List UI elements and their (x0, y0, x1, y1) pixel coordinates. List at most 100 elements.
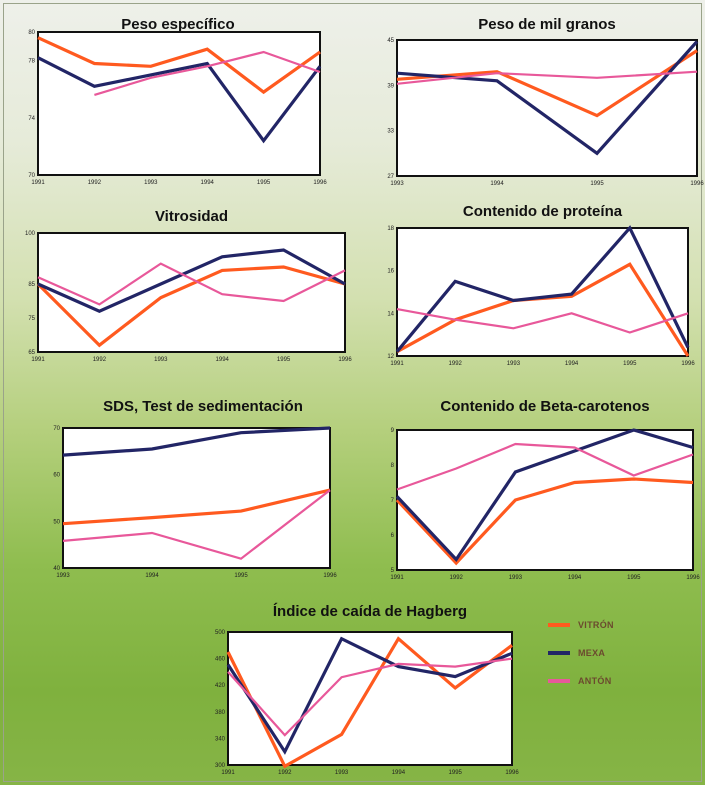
indice-caida-hagberg-ytick: 420 (215, 683, 226, 689)
peso-mil-granos-series-mexa (396, 40, 699, 156)
legend-item-vitron: VITRÓN (548, 618, 614, 632)
beta-carotenos-series-anton (396, 442, 694, 491)
sds-sedimentacion-title: SDS, Test de sedimentación (103, 398, 303, 415)
indice-caida-hagberg-plot: 1991 1992 1993 1994 1995 1996 300 340 380 420 460 5… (215, 630, 519, 776)
vitrosidad-xtick: 1993 (154, 357, 168, 363)
peso-especifico-series-anton (94, 50, 321, 96)
peso-mil-granos-plot-area (396, 39, 698, 177)
contenido-proteina-ytick: 14 (387, 311, 394, 317)
indice-caida-hagberg-xtick: 1996 (505, 770, 519, 776)
sds-sedimentacion-ytick: 50 (53, 519, 60, 525)
peso-especifico-ytick: 78 (28, 59, 35, 65)
vitrosidad-xtick: 1996 (338, 357, 352, 363)
peso-mil-granos-xtick: 1993 (390, 181, 404, 187)
beta-carotenos-ytick: 6 (391, 533, 395, 539)
vitrosidad-xtick: 1995 (277, 357, 291, 363)
peso-especifico-series-mexa (37, 56, 322, 144)
contenido-proteina-series-mexa (395, 225, 690, 353)
sds-sedimentacion-plot: 1993 1994 1995 1996 40 50 60 70 (53, 426, 337, 579)
contenido-proteina-xtick: 1992 (449, 361, 463, 367)
peso-mil-granos-plot: 1993 1994 1995 1996 27 33 39 45 (387, 38, 704, 187)
contenido-proteina-plot-area (396, 227, 689, 357)
peso-mil-granos-ytick: 39 (387, 83, 394, 89)
peso-mil-granos-ytick: 33 (387, 129, 394, 135)
sds-sedimentacion-ytick: 40 (53, 566, 60, 572)
peso-especifico-xtick: 1995 (257, 180, 271, 186)
legend-label-mexa: MEXA (578, 648, 606, 658)
page-frame (3, 3, 702, 782)
sds-sedimentacion-xtick: 1993 (56, 573, 70, 579)
contenido-proteina-xtick: 1991 (390, 361, 404, 367)
contenido-proteina-xtick: 1995 (623, 361, 637, 367)
contenido-proteina-xtick: 1993 (507, 361, 521, 367)
vitrosidad-xtick: 1991 (31, 357, 45, 363)
contenido-proteina-ytick: 12 (387, 354, 394, 360)
sds-sedimentacion-series-mexa (62, 426, 331, 457)
beta-carotenos-xtick: 1992 (450, 575, 464, 581)
indice-caida-hagberg-xtick: 1993 (335, 770, 349, 776)
peso-especifico-xtick: 1993 (144, 180, 158, 186)
beta-carotenos-xtick: 1993 (509, 575, 523, 581)
contenido-proteina-title: Contenido de proteína (462, 203, 623, 220)
contenido-proteina-xtick: 1996 (681, 361, 695, 367)
beta-carotenos-xtick: 1991 (390, 575, 404, 581)
sds-sedimentacion-xtick: 1995 (234, 573, 248, 579)
vitrosidad-xtick: 1992 (93, 357, 107, 363)
peso-especifico-xtick: 1992 (88, 180, 102, 186)
beta-carotenos-xtick: 1995 (627, 575, 641, 581)
indice-caida-hagberg-xtick: 1994 (392, 770, 406, 776)
contenido-proteina-plot: 1991 1992 1993 1994 1995 1996 12 14 16 18 (387, 225, 695, 367)
legend-item-mexa: MEXA (548, 646, 614, 660)
vitrosidad-series-anton (37, 262, 346, 306)
peso-especifico-series-vitron (37, 36, 321, 95)
indice-caida-hagberg-ytick: 340 (215, 736, 226, 742)
contenido-proteina-xtick: 1994 (565, 361, 579, 367)
indice-caida-hagberg-xtick: 1992 (278, 770, 292, 776)
sds-sedimentacion-xtick: 1994 (145, 573, 159, 579)
contenido-proteina-ytick: 18 (387, 226, 394, 232)
beta-carotenos-plot: 1991 1992 1993 1994 1995 1996 5 6 7 8 9 (390, 428, 700, 581)
indice-caida-hagberg-series-vitron (226, 636, 513, 769)
beta-carotenos-ytick: 5 (391, 568, 395, 574)
peso-especifico-ytick: 74 (28, 116, 35, 122)
beta-carotenos-ytick: 8 (391, 463, 395, 469)
indice-caida-hagberg-ytick: 380 (215, 710, 226, 716)
vitrosidad-ytick: 85 (28, 282, 35, 288)
peso-mil-granos-xtick: 1996 (690, 181, 704, 187)
indice-caida-hagberg-series-anton (227, 657, 513, 737)
vitrosidad-plot-area (37, 232, 346, 353)
indice-caida-hagberg-series-mexa (226, 636, 513, 755)
sds-sedimentacion-series-vitron (62, 488, 331, 526)
peso-especifico-title: Peso específico (121, 16, 235, 33)
beta-carotenos-ytick: 9 (391, 428, 395, 434)
indice-caida-hagberg-ytick: 300 (215, 763, 226, 769)
contenido-proteina-ytick: 16 (387, 269, 394, 275)
peso-mil-granos-xtick: 1995 (590, 181, 604, 187)
peso-especifico-ytick: 70 (28, 173, 35, 179)
beta-carotenos-xtick: 1996 (686, 575, 700, 581)
legend-item-anton: ANTÓN (548, 674, 614, 688)
vitrosidad-title: Vitrosidad (154, 208, 229, 225)
legend-swatch-anton (548, 679, 570, 683)
indice-caida-hagberg-title: Índice de caída de Hagberg (272, 603, 468, 620)
vitrosidad-ytick: 65 (28, 350, 35, 356)
sds-sedimentacion-ytick: 60 (53, 473, 60, 479)
vitrosidad-plot: 1991 1992 1993 1994 1995 1996 65 75 85 100 (25, 231, 352, 363)
legend-swatch-vitron (548, 623, 570, 627)
peso-mil-granos-xtick: 1994 (490, 181, 504, 187)
vitrosidad-ytick: 100 (25, 231, 36, 237)
indice-caida-hagberg-xtick: 1991 (221, 770, 235, 776)
legend-swatch-mexa (548, 651, 570, 655)
peso-mil-granos-ytick: 45 (387, 38, 394, 44)
contenido-proteina-series-anton (396, 308, 689, 334)
peso-especifico-xtick: 1991 (31, 180, 45, 186)
peso-especifico-xtick: 1996 (313, 180, 327, 186)
indice-caida-hagberg-ytick: 460 (215, 657, 226, 663)
sds-sedimentacion-series-anton (62, 489, 331, 560)
legend-label-vitron: VITRÓN (578, 620, 614, 630)
peso-mil-granos-ytick: 27 (387, 174, 394, 180)
legend: VITRÓN MEXA ANTÓN (548, 618, 614, 702)
vitrosidad-series-mexa (37, 248, 346, 313)
sds-sedimentacion-xtick: 1996 (323, 573, 337, 579)
beta-carotenos-ytick: 7 (391, 498, 395, 504)
